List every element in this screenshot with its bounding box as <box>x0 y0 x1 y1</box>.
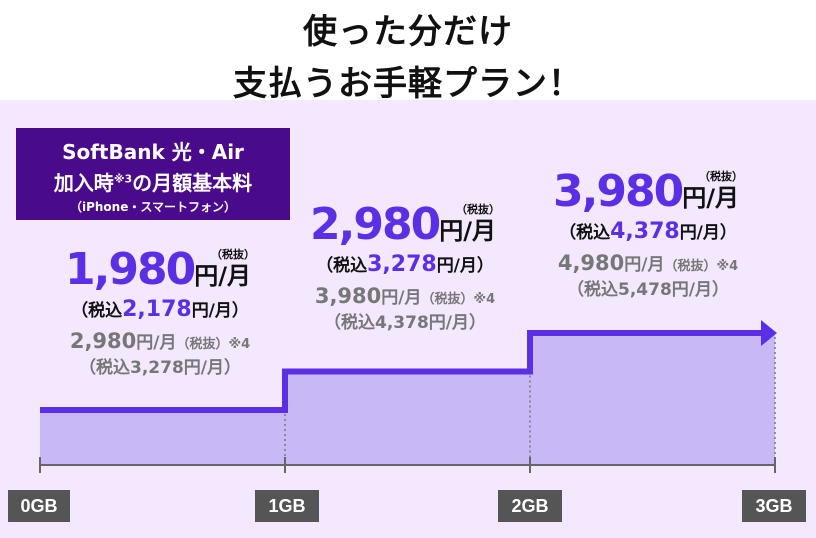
regular-price-incl: （税込5,478円/月） <box>567 280 729 300</box>
step-area-2 <box>285 371 530 465</box>
incl-price: 3,278 <box>367 252 437 277</box>
tax-note: （税抜） <box>455 203 500 216</box>
incl-prefix: （税込 <box>316 256 368 276</box>
title-line-2: 支払うお手軽プラン！ <box>233 64 583 104</box>
arrow-head <box>761 320 777 346</box>
incl-suffix: 円/月） <box>191 301 249 321</box>
title-line-1: 使った分だけ <box>303 12 513 52</box>
price: 1,980 <box>65 244 196 295</box>
regular-price: 4,980円/月（税抜）※4 <box>528 250 768 275</box>
alt-note: （税抜）※4 <box>176 337 251 352</box>
badge-text: 加入時 <box>53 171 114 195</box>
incl-prefix: （税込 <box>71 301 123 321</box>
step-area-3 <box>530 333 775 465</box>
alt-unit: 円/月 <box>136 333 177 353</box>
alt-unit: 円/月 <box>624 255 665 275</box>
alt-note: （税抜）※4 <box>664 259 739 274</box>
price-block-2: 2,980円/月 （税抜） （税込3,278円/月） 3,980円/月（税抜）※… <box>285 203 525 334</box>
regular-price: 2,980円/月（税抜）※4 <box>40 328 280 353</box>
price: 3,980 <box>553 166 684 217</box>
tax-note: （税抜） <box>210 248 255 261</box>
incl-price: 4,378 <box>610 219 680 244</box>
price: 2,980 <box>310 199 441 250</box>
badge-line-1: SoftBank 光・Air <box>62 140 244 164</box>
price-block-3: 3,980円/月 （税抜） （税込4,378円/月） 4,980円/月（税抜）※… <box>528 170 768 301</box>
alt-price: 3,980 <box>314 284 382 308</box>
tick-3gb: 3GB <box>742 490 806 522</box>
step-line <box>40 330 763 413</box>
tax-included: （税込4,378円/月） <box>528 218 768 244</box>
tax-included: （税込2,178円/月） <box>40 296 280 322</box>
badge-footnote: ※3 <box>113 172 133 186</box>
incl-suffix: 円/月） <box>436 256 494 276</box>
incl-price: 2,178 <box>122 297 192 322</box>
plan-badge: SoftBank 光・Air 加入時※3の月額基本料 （iPhone・スマートフ… <box>16 128 290 220</box>
tick-0gb: 0GB <box>8 490 70 522</box>
price-block-1: 1,980円/月 （税抜） （税込2,178円/月） 2,980円/月（税抜）※… <box>40 248 280 379</box>
regular-price-incl: （税込3,278円/月） <box>79 358 241 378</box>
badge-text-rest: の月額基本料 <box>132 171 253 195</box>
regular-price: 3,980円/月（税抜）※4 <box>285 283 525 308</box>
step-area-1 <box>40 410 285 465</box>
tax-included: （税込3,278円/月） <box>285 251 525 277</box>
tick-1gb: 1GB <box>255 490 319 522</box>
alt-price: 2,980 <box>69 329 137 353</box>
price-unit: 円/月 <box>439 217 496 245</box>
alt-price: 4,980 <box>557 251 625 275</box>
tax-note: （税抜） <box>698 170 743 183</box>
alt-unit: 円/月 <box>381 288 422 308</box>
badge-line-2: 加入時※3の月額基本料 <box>16 167 290 196</box>
price-unit: 円/月 <box>682 184 739 212</box>
regular-price-incl: （税込4,378円/月） <box>324 313 486 333</box>
price-unit: 円/月 <box>194 262 251 290</box>
tick-2gb: 2GB <box>498 490 562 522</box>
incl-prefix: （税込 <box>559 223 611 243</box>
alt-note: （税抜）※4 <box>421 292 496 307</box>
badge-line-3: （iPhone・スマートフォン） <box>69 200 237 214</box>
incl-suffix: 円/月） <box>679 223 737 243</box>
